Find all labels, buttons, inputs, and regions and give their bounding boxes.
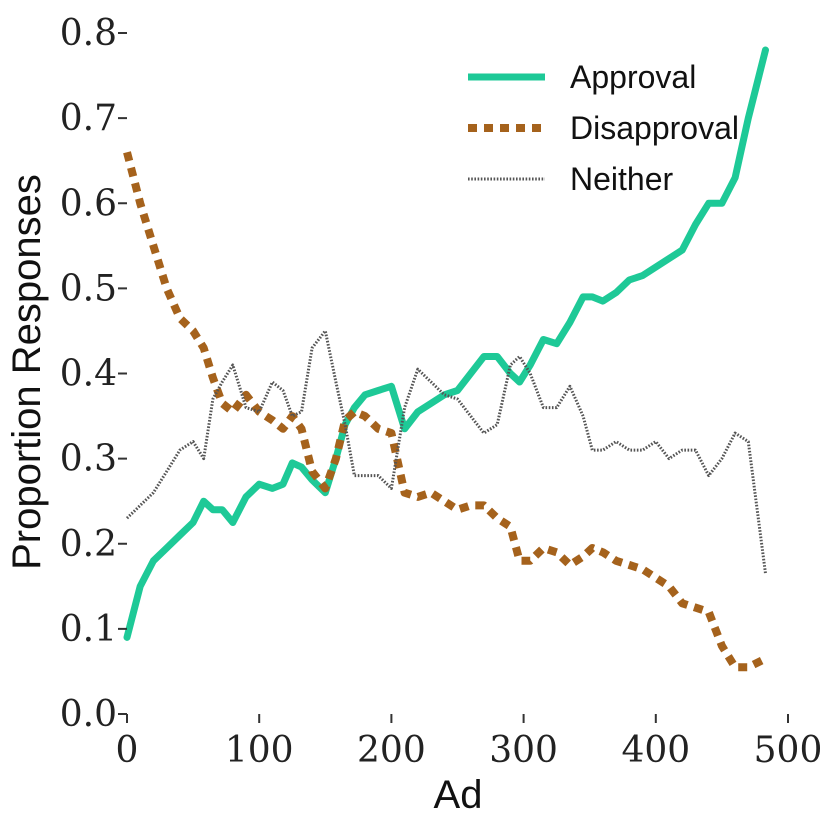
y-tick-label: 0.7	[60, 98, 117, 139]
x-axis: 0 100 200 300 400 500	[116, 714, 823, 771]
x-axis-title: Ad	[434, 773, 483, 817]
x-tick-label: 300	[489, 730, 558, 771]
y-tick-label: 0.2	[60, 524, 117, 565]
y-tick-label: 0.5	[60, 268, 117, 309]
legend: Approval Disapproval Neither	[468, 59, 739, 197]
y-tick-label: 0.8	[60, 13, 117, 54]
legend-label-neither: Neither	[570, 161, 674, 197]
y-axis-title: Proportion Responses	[5, 174, 49, 570]
y-tick-label: 0.6	[60, 183, 117, 224]
plot-area	[123, 46, 769, 672]
legend-label-disapproval: Disapproval	[570, 110, 739, 146]
x-tick-label: 500	[754, 730, 823, 771]
series-line-disapproval	[123, 151, 768, 672]
x-tick-label: 400	[621, 730, 690, 771]
y-tick-label: 0.4	[60, 354, 117, 395]
y-tick-label: 0.3	[60, 439, 117, 480]
y-tick-label: 0.0	[60, 694, 117, 735]
x-tick-label: 100	[225, 730, 294, 771]
y-axis: 0.0 0.1 0.2 0.3 0.4 0.5 0.6 0.7 0.8	[60, 13, 127, 735]
legend-label-approval: Approval	[570, 59, 696, 95]
series-line-approval	[123, 46, 769, 641]
x-tick-label: 200	[357, 730, 426, 771]
y-tick-label: 0.1	[60, 609, 117, 650]
series-line-neither	[125, 329, 767, 574]
x-tick-label: 0	[116, 730, 139, 771]
